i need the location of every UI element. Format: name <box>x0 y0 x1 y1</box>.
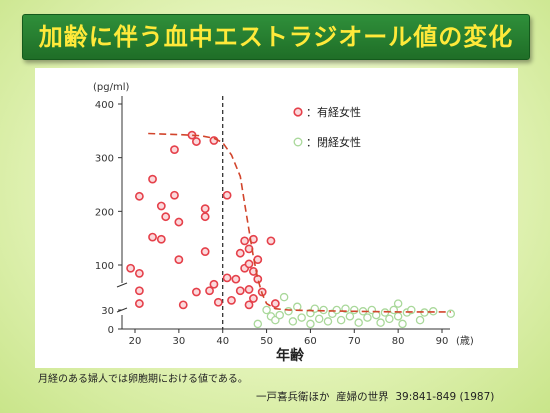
data-point-menstruating <box>240 236 250 246</box>
data-point-menstruating <box>174 255 184 265</box>
x-tick-label: 70 <box>348 336 361 347</box>
data-point-menstruating <box>200 212 210 222</box>
legend-marker-menopausal <box>293 137 303 147</box>
data-point-menopausal <box>345 312 355 321</box>
data-point-menstruating <box>209 136 219 145</box>
data-point-menopausal <box>279 292 289 302</box>
data-point-menstruating <box>270 299 280 308</box>
data-point-menopausal <box>376 318 385 327</box>
data-point-menstruating <box>178 300 188 310</box>
data-point-menopausal <box>262 305 271 315</box>
data-point-menopausal <box>314 314 324 324</box>
data-point-menopausal <box>354 318 363 327</box>
data-point-menstruating <box>174 217 184 227</box>
data-point-menopausal <box>284 307 293 316</box>
y-tick-label: 200 <box>95 207 114 218</box>
data-point-menstruating <box>222 273 232 283</box>
data-point-menopausal <box>363 313 372 322</box>
data-point-menstruating <box>200 247 210 256</box>
data-point-menstruating <box>156 234 166 244</box>
data-point-menopausal <box>253 319 263 329</box>
x-tick-label: 60 <box>304 336 317 347</box>
data-point-menopausal <box>288 317 298 326</box>
y-tick-label: 300 <box>95 154 114 165</box>
data-point-menopausal <box>275 310 284 320</box>
y-tick-label: 0 <box>108 325 114 336</box>
data-point-menstruating <box>253 255 263 265</box>
data-point-menopausal <box>293 302 302 312</box>
legend-marker-menstruating <box>293 107 303 117</box>
data-point-menopausal <box>415 315 425 325</box>
x-tick-label: 50 <box>260 336 273 347</box>
chart-title: 加齢に伴う血中エストラジオール値の変化 <box>38 23 514 51</box>
data-point-menopausal <box>393 312 403 321</box>
data-point-menopausal <box>350 305 359 315</box>
data-point-menopausal <box>371 310 381 320</box>
y-tick-label: 400 <box>95 100 114 111</box>
data-point-menstruating <box>213 297 223 307</box>
data-point-menstruating <box>170 145 179 155</box>
data-point-menstruating <box>235 248 245 258</box>
x-tick-label: 20 <box>129 336 142 347</box>
data-point-menopausal <box>446 309 456 319</box>
citation: 一戸喜兵衛ほか 産婦の世界 39:841-849 (1987) <box>256 391 495 403</box>
legend-label-menopausal: ：閉経女性 <box>306 135 361 149</box>
x-tick-label: 40 <box>216 336 229 347</box>
title-bar: 加齢に伴う血中エストラジオール値の変化 <box>22 14 530 60</box>
y-axis-unit: (pg/ml) <box>93 82 129 93</box>
data-point-menopausal <box>297 313 306 322</box>
data-point-menstruating <box>191 137 201 146</box>
data-point-menopausal <box>385 314 394 324</box>
data-point-menstruating <box>134 268 144 278</box>
y-axis-break-mark <box>116 282 128 288</box>
data-point-menstruating <box>134 191 144 201</box>
x-axis-unit: (歳) <box>456 335 474 347</box>
y-tick-label: 30 <box>101 306 114 317</box>
data-point-menstruating <box>209 279 219 289</box>
x-axis-title: 年齢 <box>276 347 305 364</box>
data-point-menstruating <box>148 174 157 184</box>
data-point-menstruating <box>205 286 214 296</box>
data-point-menopausal <box>398 319 407 329</box>
data-point-menstruating <box>244 259 254 269</box>
footnote: 月経のある婦人では卵胞期における値である。 <box>38 374 248 385</box>
data-point-menopausal <box>332 305 341 315</box>
trend-line <box>148 132 451 313</box>
data-point-menstruating <box>227 295 236 305</box>
data-point-menstruating <box>266 236 276 246</box>
data-point-menstruating <box>191 287 201 297</box>
data-point-menstruating <box>244 300 254 310</box>
data-point-menopausal <box>323 317 333 326</box>
data-point-menstruating <box>249 294 258 303</box>
data-point-menstruating <box>244 285 254 294</box>
data-point-menstruating <box>134 286 144 296</box>
data-point-menstruating <box>200 204 210 214</box>
data-point-menstruating <box>231 274 241 284</box>
data-point-menstruating <box>134 299 144 308</box>
data-point-menstruating <box>156 201 166 211</box>
data-point-menstruating <box>170 190 179 200</box>
data-point-menopausal <box>306 319 315 329</box>
x-tick-label: 80 <box>392 336 405 347</box>
y-tick-label: 100 <box>95 261 114 272</box>
data-point-menopausal <box>336 315 346 325</box>
data-point-menstruating <box>126 263 136 273</box>
x-tick-label: 90 <box>436 336 449 347</box>
data-point-menopausal <box>393 299 403 308</box>
data-point-menstruating <box>148 232 157 242</box>
legend-label-menstruating: ：有経女性 <box>306 105 361 119</box>
x-tick-label: 30 <box>172 336 185 347</box>
data-point-menstruating <box>222 190 232 200</box>
data-point-menstruating <box>235 286 245 296</box>
data-point-menstruating <box>161 212 171 222</box>
